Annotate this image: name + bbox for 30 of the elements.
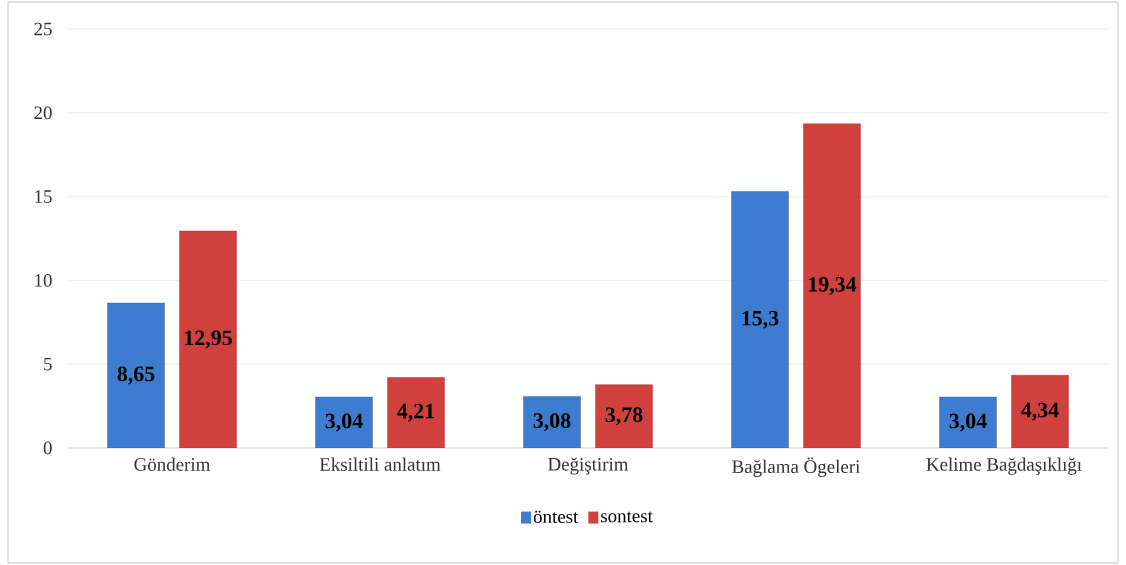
x-tick-label: Eksiltili anlatım	[319, 457, 441, 471]
x-tick-label: Değiştirim	[548, 457, 629, 475]
legend-label: sontest	[601, 511, 653, 523]
y-tick-label: 25	[34, 22, 52, 36]
y-tick-label: 20	[34, 106, 52, 120]
data-label: 4,21	[397, 403, 435, 422]
bar	[107, 302, 165, 448]
y-tick-label: 10	[35, 274, 52, 287]
bar	[731, 191, 789, 448]
x-tick-label: Gönderim	[134, 457, 211, 471]
bar	[387, 377, 445, 448]
bar	[1011, 375, 1069, 448]
bar	[179, 230, 237, 448]
y-tick-label: 0	[43, 441, 52, 455]
x-tick-label: Kelime Bağdaşıklığı	[926, 457, 1082, 475]
bar	[595, 384, 653, 448]
data-label: 3,04	[325, 413, 363, 432]
data-label: 3,78	[605, 407, 643, 426]
legend-label: öntest	[533, 510, 579, 523]
data-label: 3,04	[949, 413, 987, 432]
y-tick-label: 5	[44, 357, 52, 371]
data-label: 12,95	[185, 330, 232, 349]
bar	[803, 123, 861, 448]
data-label: 15,3	[742, 310, 779, 329]
y-tick-label: 15	[35, 190, 52, 203]
data-label: 19,34	[809, 276, 857, 295]
data-label: 4,34	[1021, 402, 1059, 421]
data-label: 3,08	[533, 413, 571, 432]
data-label: 8,65	[117, 366, 155, 385]
x-tick-label: Bağlama Ögeleri	[732, 457, 861, 477]
